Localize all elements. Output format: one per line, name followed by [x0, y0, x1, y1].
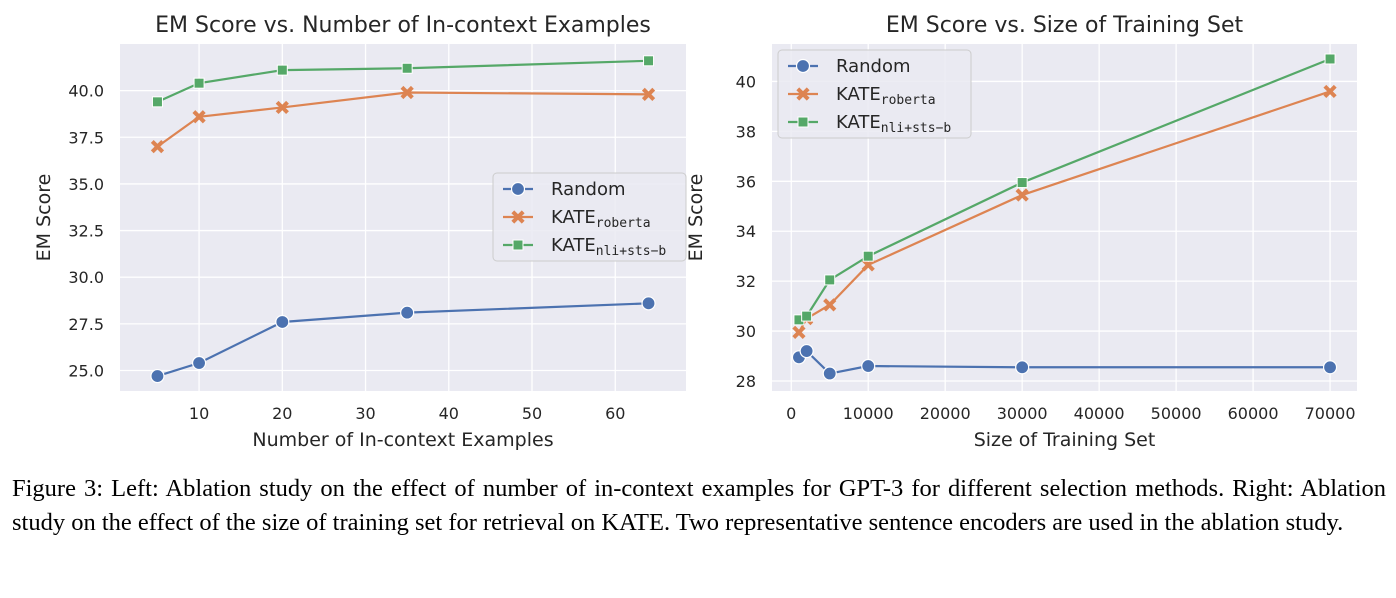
- legend-label-main: KATE: [836, 84, 881, 105]
- legend-marker: [511, 210, 525, 224]
- legend-label-subscript: nli+sts−b: [881, 121, 952, 136]
- legend-label: KATEnli+sts−b: [551, 235, 666, 259]
- y-axis-label: EM Score: [33, 174, 55, 262]
- data-point: [191, 355, 207, 371]
- legend-label-main: KATE: [551, 207, 596, 228]
- y-tick-label: 27.5: [68, 315, 104, 334]
- data-point: [643, 55, 655, 67]
- legend-label-main: KATE: [551, 235, 596, 256]
- legend-label: KATEnli+sts−b: [836, 112, 951, 136]
- data-point: [192, 110, 206, 124]
- data-point: [799, 343, 814, 359]
- data-point: [400, 305, 415, 320]
- chart-title: EM Score vs. Number of In-context Exampl…: [155, 13, 651, 38]
- x-tick-label: 40: [439, 404, 459, 423]
- y-tick-label: 32.5: [68, 222, 104, 241]
- chart-title: EM Score vs. Size of Training Set: [886, 13, 1244, 38]
- legend-label: Random: [836, 56, 911, 77]
- data-point: [823, 298, 837, 312]
- data-point: [1015, 188, 1029, 202]
- legend-label-main: Random: [836, 56, 911, 77]
- data-point: [861, 358, 876, 374]
- x-axis-label: Number of In-context Examples: [252, 429, 553, 451]
- x-tick-label: 0: [786, 404, 796, 423]
- legend-label-subscript: roberta: [881, 93, 936, 108]
- data-point: [275, 100, 289, 115]
- legend-label-main: KATE: [836, 112, 881, 133]
- data-point: [275, 314, 290, 330]
- data-point: [862, 250, 874, 262]
- x-tick-label: 60000: [1228, 404, 1279, 423]
- legend-label-subscript: nli+sts−b: [596, 244, 667, 259]
- legend-label-main: Random: [551, 179, 626, 200]
- data-point: [1322, 360, 1338, 375]
- figure-caption: Figure 3: Left: Ablation study on the ef…: [12, 475, 1386, 536]
- series-kate-nli: [151, 55, 655, 108]
- x-tick-label: 20000: [920, 404, 971, 423]
- data-point: [801, 310, 813, 322]
- series-random: [791, 343, 1338, 381]
- x-tick-label: 20: [272, 404, 292, 423]
- chart-2: 0 10000 20000 30000 40000 50000 60000 70000 28 30…: [685, 13, 1357, 451]
- data-point: [824, 274, 836, 286]
- legend-marker: [796, 87, 810, 101]
- data-point: [276, 64, 288, 76]
- data-point: [792, 325, 806, 339]
- x-tick-label: 40000: [1074, 404, 1125, 423]
- series-random: [150, 296, 656, 384]
- legend-marker: [795, 58, 811, 74]
- series-kate-nli: [793, 53, 1336, 326]
- figure: 10 20 30 40 50 60 25.0 27.5 30.0 32.5 35.0 37.5 40.0…: [33, 13, 1357, 451]
- chart-1: 10 20 30 40 50 60 25.0 27.5 30.0 32.5 35.0 37.5 40.0…: [33, 13, 687, 451]
- data-point: [1016, 177, 1028, 189]
- legend-marker: [510, 181, 526, 197]
- data-point: [641, 87, 656, 101]
- legend-label-subscript: roberta: [596, 216, 651, 231]
- x-tick-label: 60: [605, 404, 625, 423]
- y-tick-label: 30: [736, 322, 756, 341]
- series-kate-roberta: [150, 85, 656, 154]
- y-tick-label: 36: [736, 172, 756, 191]
- data-point: [150, 368, 165, 384]
- x-tick-label: 10: [189, 404, 209, 423]
- data-point: [401, 62, 413, 74]
- data-point: [641, 296, 656, 311]
- legend-label: KATEroberta: [551, 207, 651, 231]
- data-point: [150, 139, 165, 154]
- data-point: [193, 77, 205, 89]
- charts-canvas: 10 20 30 40 50 60 25.0 27.5 30.0 32.5 35.0 37.5 40.0…: [33, 13, 1357, 451]
- data-point: [1323, 84, 1337, 99]
- legend-label: Random: [551, 179, 626, 200]
- y-axis-label: EM Score: [685, 174, 707, 262]
- y-tick-label: 34: [736, 222, 756, 241]
- y-tick-label: 37.5: [68, 128, 104, 147]
- x-tick-label: 50: [522, 404, 542, 423]
- data-point: [151, 96, 163, 108]
- y-tick-label: 38: [736, 122, 756, 141]
- data-point: [1324, 53, 1336, 65]
- y-tick-label: 40: [736, 72, 756, 91]
- legend-box: [777, 49, 972, 139]
- x-tick-label: 30000: [997, 404, 1048, 423]
- data-point: [1015, 360, 1030, 375]
- y-tick-label: 40.0: [68, 82, 104, 101]
- y-tick-label: 28: [736, 372, 756, 391]
- x-axis-label: Size of Training Set: [974, 429, 1156, 451]
- data-point: [822, 366, 837, 381]
- y-tick-label: 25.0: [68, 361, 104, 380]
- legend-marker: [797, 116, 809, 128]
- y-tick-label: 32: [736, 272, 756, 291]
- x-tick-label: 70000: [1305, 404, 1356, 423]
- y-tick-label: 30.0: [68, 268, 104, 287]
- y-tick-label: 35.0: [68, 175, 104, 194]
- x-tick-label: 50000: [1151, 404, 1202, 423]
- legend-label: KATEroberta: [836, 84, 936, 108]
- x-tick-label: 10000: [843, 404, 894, 423]
- legend-marker: [512, 239, 524, 251]
- data-point: [400, 85, 414, 100]
- legend-box: [492, 172, 687, 262]
- x-tick-label: 30: [355, 404, 375, 423]
